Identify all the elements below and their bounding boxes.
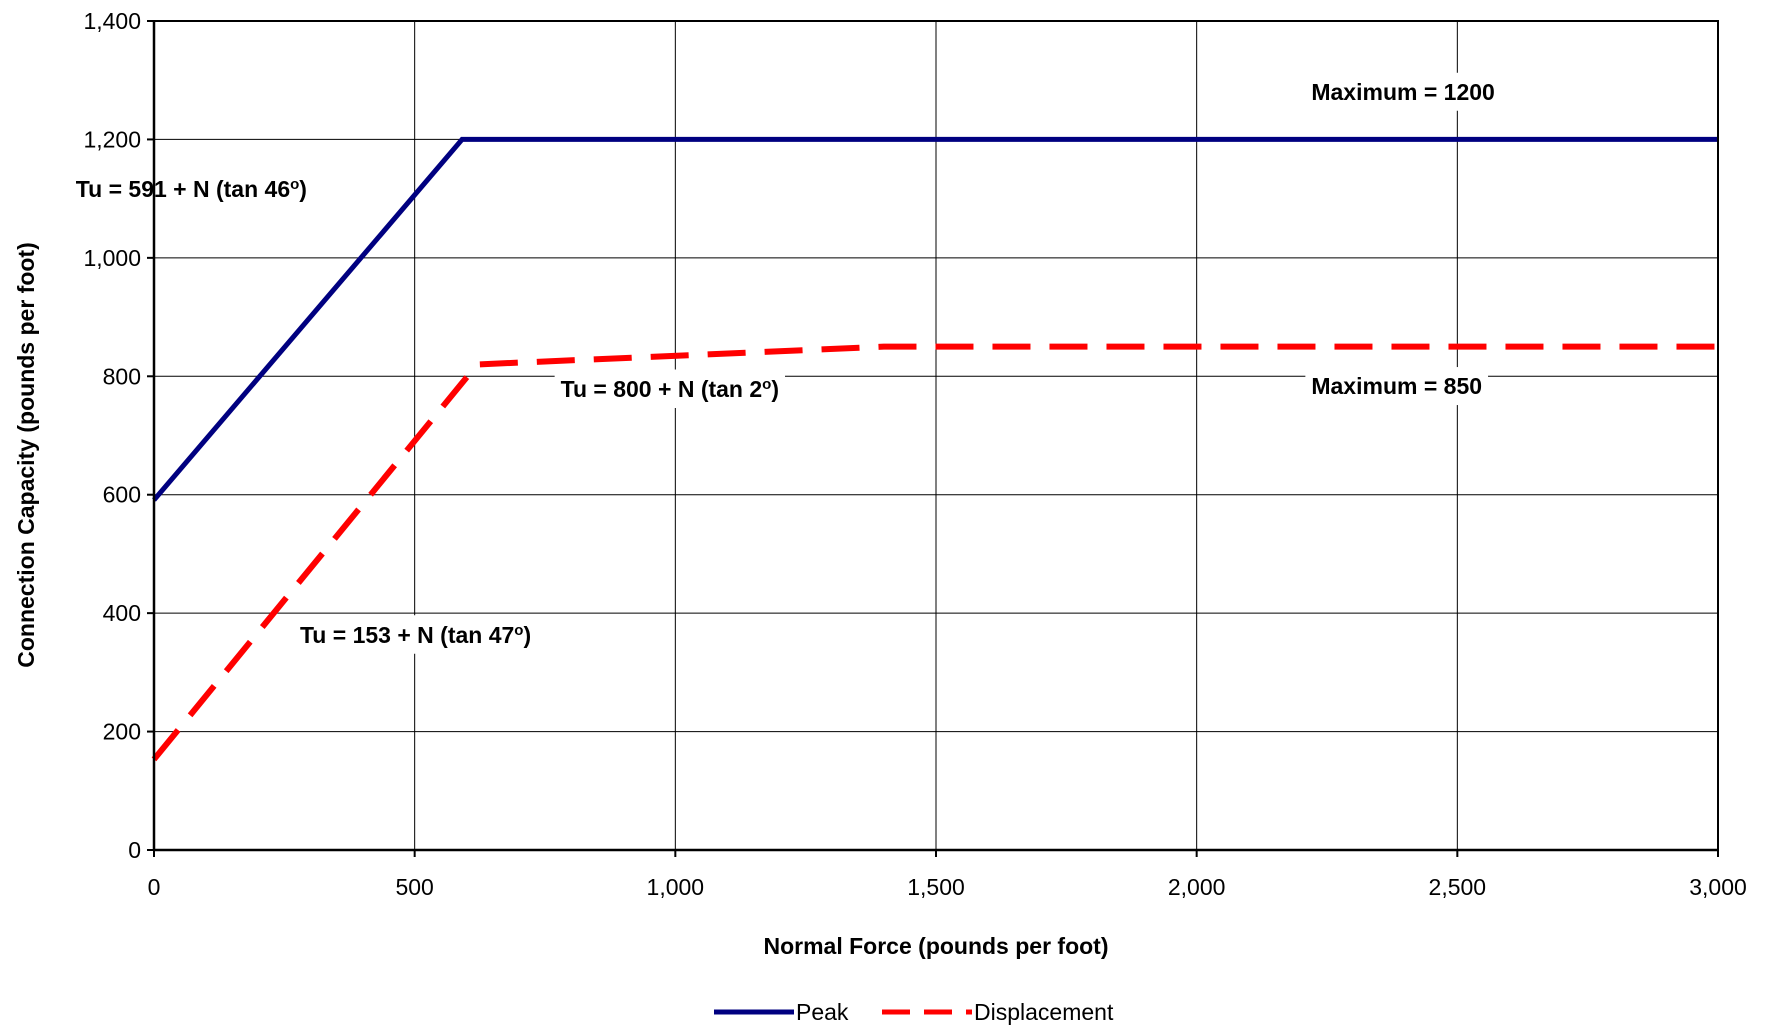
- y-tick-label-7: 1,400: [83, 8, 141, 34]
- x-tick-label-6: 3,000: [1689, 874, 1747, 900]
- x-tick-label-2: 1,000: [647, 874, 705, 900]
- annotation-peak_max: Maximum = 1200: [1311, 79, 1494, 105]
- annotation-disp_eq1: Tu = 153 + N (tan 47o): [300, 621, 531, 648]
- annotation-bg-peak_max: [1305, 72, 1501, 111]
- annotation-bg-peak_eq: [69, 169, 313, 208]
- annotations: Tu = 591 + N (tan 46o) Maximum = 1200 Tu =…: [76, 79, 1495, 648]
- y-tick-label-2: 400: [103, 600, 141, 626]
- grid-lines: [154, 21, 1718, 850]
- y-tick-label-4: 800: [103, 363, 141, 389]
- x-tick-label-4: 2,000: [1168, 874, 1226, 900]
- annotation-bg-disp_max: [1305, 367, 1489, 406]
- x-tick-label-3: 1,500: [907, 874, 965, 900]
- y-tick-label-3: 600: [103, 482, 141, 508]
- series-peak-line: [152, 136, 1718, 502]
- x-tick-label-1: 500: [395, 874, 433, 900]
- annotation-bg-disp_eq1: [293, 615, 538, 654]
- y-tick-label-1: 200: [103, 719, 141, 745]
- series-displacement-line: [151, 343, 1718, 762]
- x-tick-label-0: 0: [148, 874, 161, 900]
- annotation-disp_max: Maximum = 850: [1311, 373, 1482, 399]
- y-tick-label-0: 0: [128, 837, 141, 863]
- annotation-peak_eq: Tu = 591 + N (tan 46o): [76, 175, 307, 202]
- x-axis-title: Normal Force (pounds per foot): [764, 933, 1109, 959]
- y-tick-label-5: 1,000: [83, 245, 141, 271]
- y-axis-title: Connection Capacity (pounds per foot): [13, 242, 39, 668]
- plot-frame: [147, 20, 1719, 857]
- annotation-disp_eq2: Tu = 800 + N (tan 2o): [561, 376, 779, 403]
- legend-displacement-label: Displacement: [974, 999, 1114, 1025]
- series-lines: [151, 136, 1718, 762]
- legend-peak-label: Peak: [796, 999, 849, 1025]
- x-tick-label-5: 2,500: [1429, 874, 1487, 900]
- annotation-backgrounds: [69, 72, 1501, 654]
- annotation-bg-disp_eq2: [554, 369, 786, 409]
- legend: Peak Displacement: [714, 999, 1114, 1025]
- tick-labels: 0 200 400 600 800 1,000 1,200 1,400 0 500 1,000 1,5…: [83, 8, 1746, 900]
- y-tick-label-6: 1,200: [83, 126, 141, 152]
